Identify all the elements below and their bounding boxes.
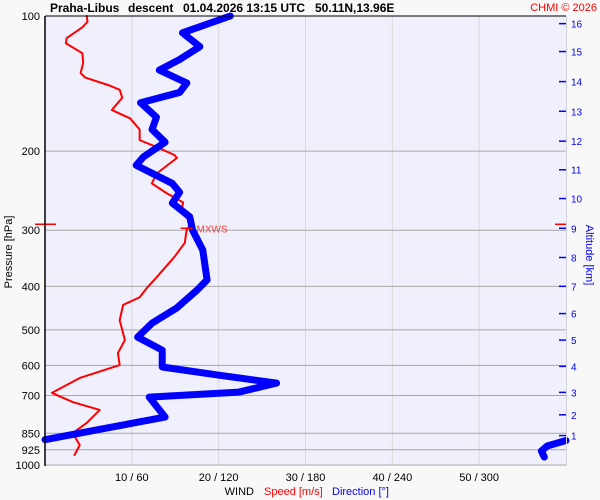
y-tick-label: 700 <box>22 390 40 402</box>
altitude-tick-label: 10 <box>571 195 583 206</box>
altitude-tick-label: 7 <box>571 282 577 293</box>
grid <box>45 15 566 466</box>
y-tick-label: 500 <box>22 325 40 337</box>
altitude-tick-label: 9 <box>571 224 577 235</box>
x-tick-label: 20 / 120 <box>199 472 239 484</box>
altitude-tick-label: 8 <box>571 253 577 264</box>
altitude-ticks: 16 15 14 13 12 11 10 9 8 7 6 5 4 3 2 1 <box>559 20 583 443</box>
altitude-tick-label: 6 <box>571 310 577 321</box>
y-tick-label: 400 <box>22 281 40 293</box>
x-label-wind: WIND <box>225 486 254 498</box>
mxws-label: MXWS <box>197 224 228 235</box>
altitude-tick-label: 4 <box>571 362 577 373</box>
x-tick-label: 10 / 60 <box>115 472 149 484</box>
altitude-tick-label: 16 <box>571 20 583 31</box>
chart-title-station: Praha-Libus <box>50 1 120 15</box>
y-tick-label: 850 <box>22 428 40 440</box>
y-tick-label: 300 <box>22 225 40 237</box>
chart-title-mode: descent <box>128 1 173 15</box>
series-layer <box>41 12 570 461</box>
altitude-tick-label: 1 <box>571 432 577 443</box>
direction-series-line <box>41 12 281 444</box>
y-tick-label: 600 <box>22 360 40 372</box>
altitude-tick-label: 5 <box>571 336 577 347</box>
y2-axis-label: Altitude [km] <box>583 225 595 286</box>
wind-ticks: 10 / 60 20 / 120 30 / 180 40 / 240 50 / 300 <box>115 472 499 484</box>
x-tick-label: 30 / 180 <box>286 472 326 484</box>
y-tick-label: 1000 <box>16 460 40 472</box>
x-label-speed: Speed [m/s] <box>264 486 323 498</box>
altitude-tick-label: 14 <box>571 78 583 89</box>
x-tick-label: 40 / 240 <box>372 472 412 484</box>
altitude-tick-label: 2 <box>571 411 577 422</box>
credit-label: CHMI © 2026 <box>530 2 597 14</box>
pressure-ticks: 100 200 300 400 500 600 700 850 925 1000 <box>16 11 40 472</box>
y-tick-label: 200 <box>22 146 40 158</box>
y-tick-label: 925 <box>22 445 40 457</box>
altitude-tick-label: 3 <box>571 388 577 399</box>
altitude-tick-label: 12 <box>571 137 583 148</box>
chart-title-location: 50.11N,13.96E <box>315 1 394 15</box>
direction-series-line <box>537 437 570 461</box>
x-tick-label: 50 / 300 <box>459 472 499 484</box>
y-axis-label: Pressure [hPa] <box>3 216 15 289</box>
y-tick-label: 100 <box>22 11 40 23</box>
altitude-tick-label: 11 <box>571 166 582 177</box>
x-label-direction: Direction [°] <box>332 486 389 498</box>
altitude-tick-label: 13 <box>571 107 583 118</box>
chart-title-datetime: 01.04.2026 13:15 UTC <box>183 1 305 15</box>
altitude-tick-label: 15 <box>571 48 583 59</box>
